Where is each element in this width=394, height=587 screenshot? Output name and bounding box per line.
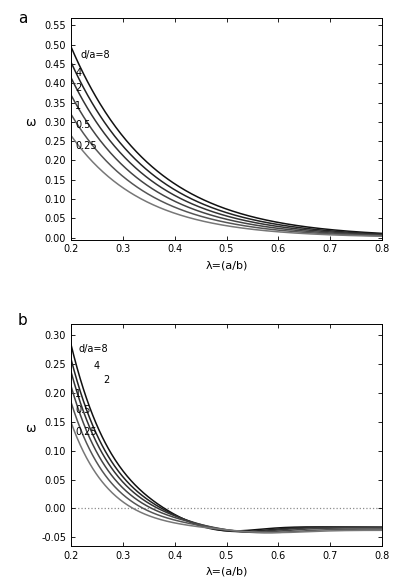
Y-axis label: ω: ω bbox=[25, 116, 36, 129]
Text: 1: 1 bbox=[75, 389, 81, 399]
Text: 4: 4 bbox=[75, 68, 81, 78]
Text: 0.25: 0.25 bbox=[75, 141, 97, 151]
Text: 1: 1 bbox=[75, 100, 81, 110]
Text: 2: 2 bbox=[103, 375, 109, 384]
Y-axis label: ω: ω bbox=[25, 422, 36, 435]
Text: d/a=8: d/a=8 bbox=[79, 344, 108, 354]
Text: 0.25: 0.25 bbox=[75, 427, 97, 437]
Text: 0.5: 0.5 bbox=[75, 405, 91, 415]
Text: b: b bbox=[18, 313, 28, 328]
Text: 0.5: 0.5 bbox=[75, 120, 91, 130]
X-axis label: λ=(a/b): λ=(a/b) bbox=[205, 566, 248, 576]
Text: 2: 2 bbox=[75, 83, 81, 93]
Text: 4: 4 bbox=[93, 361, 99, 371]
Text: a: a bbox=[18, 11, 27, 26]
Text: d/a=8: d/a=8 bbox=[80, 50, 110, 60]
X-axis label: λ=(a/b): λ=(a/b) bbox=[205, 260, 248, 270]
